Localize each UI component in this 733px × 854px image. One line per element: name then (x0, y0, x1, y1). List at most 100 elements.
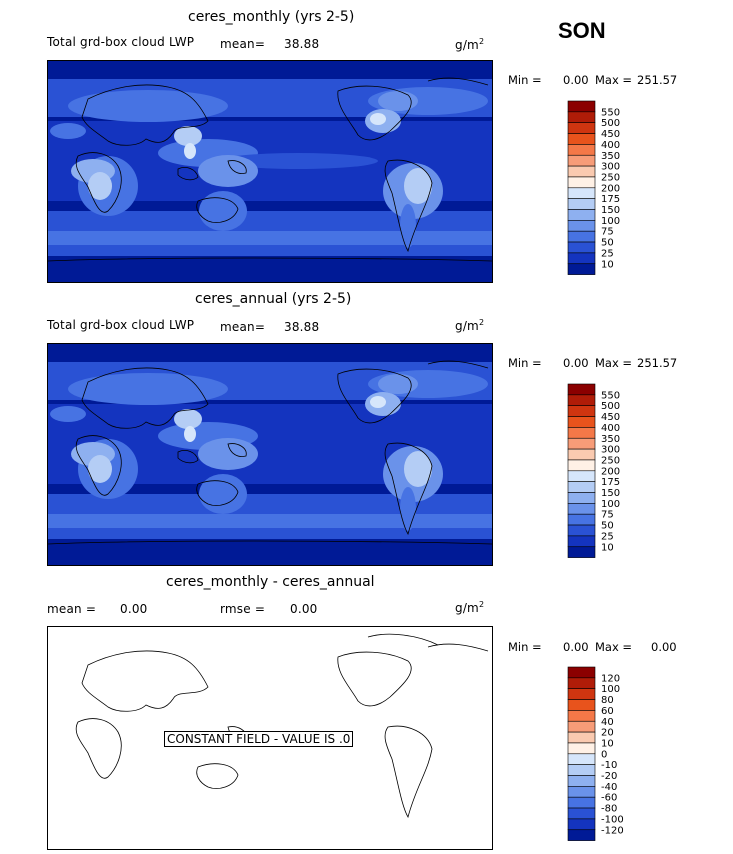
colorbar-swatch (567, 742, 596, 755)
panel-2-title: ceres_annual (yrs 2-5) (195, 291, 352, 307)
colorbar-swatch (567, 122, 596, 134)
colorbar-tick-label: 100 (601, 684, 620, 695)
colorbar-swatch (567, 796, 596, 809)
panel-2-units: g/m2 (455, 318, 485, 333)
panel-1-colorbar: 550 500 450 400 350 300 250 200 175 150 100 75 50 25 1… (567, 100, 638, 277)
colorbar-tick-label: -10 (601, 760, 617, 771)
colorbar-tick-label: 300 (601, 162, 620, 173)
colorbar-tick-label: 250 (601, 172, 620, 183)
colorbar-swatch (567, 699, 596, 711)
colorbar-swatch (567, 448, 596, 461)
panel-1-coastlines (48, 77, 492, 262)
panel-2-colorbar-svg: 5505004504003503002502001751501007550251… (567, 383, 620, 558)
colorbar-swatch (567, 383, 596, 396)
panel-1-map-svg (48, 61, 492, 282)
colorbar-tick-label: 350 (601, 434, 620, 445)
colorbar-tick-label: 50 (601, 521, 614, 532)
panel-1-map (47, 60, 493, 283)
panel-3-rmse-value: 0.00 (290, 602, 318, 616)
colorbar-tick-label: 60 (601, 706, 614, 717)
colorbar-tick-label: 75 (601, 510, 614, 521)
colorbar-tick-label: 500 (601, 401, 620, 412)
colorbar-tick-label: 10 (601, 542, 614, 553)
panel-1-mean-value: 38.88 (284, 37, 320, 51)
panel-2-min-value: 0.00 (563, 356, 589, 370)
colorbar-swatch (567, 220, 596, 232)
colorbar-swatch (567, 786, 596, 798)
colorbar-tick-label: 40 (601, 717, 614, 728)
colorbar-tick-label: 120 (601, 673, 620, 684)
colorbar-swatch (567, 492, 596, 504)
colorbar-tick-label: -60 (601, 793, 617, 804)
colorbar-tick-label: 175 (601, 194, 620, 205)
colorbar-tick-label: 25 (601, 531, 614, 542)
colorbar-swatch (567, 133, 596, 145)
colorbar-swatch (567, 165, 596, 178)
colorbar-swatch (567, 416, 596, 428)
panel-3-title: ceres_monthly - ceres_annual (166, 574, 375, 590)
colorbar-swatch (567, 829, 596, 841)
panel-2-variable-label: Total grd-box cloud LWP (47, 318, 195, 332)
colorbar-swatch (567, 230, 596, 243)
colorbar-swatch (567, 753, 596, 765)
colorbar-tick-label: 550 (601, 107, 620, 118)
colorbar-swatch (567, 481, 596, 493)
colorbar-tick-label: 100 (601, 216, 620, 227)
colorbar-swatch (567, 209, 596, 221)
colorbar-swatch (567, 720, 596, 733)
panel-2-max-value: 251.57 (637, 356, 678, 370)
colorbar-swatch (567, 459, 596, 472)
colorbar-tick-label: 25 (601, 248, 614, 259)
colorbar-swatch (567, 437, 596, 450)
colorbar-tick-label: 250 (601, 455, 620, 466)
colorbar-tick-label: -120 (601, 825, 624, 836)
colorbar-tick-label: 75 (601, 227, 614, 238)
colorbar-tick-label: 500 (601, 118, 620, 129)
colorbar-swatch (567, 252, 596, 265)
panel-2-colorbar: 550 500 450 400 350 300 250 200 175 150 100 75 50 25 1… (567, 383, 638, 560)
colorbar-swatch (567, 818, 596, 831)
colorbar-tick-label: 20 (601, 728, 614, 739)
colorbar-tick-label: 10 (601, 259, 614, 270)
colorbar-swatch (567, 187, 596, 199)
colorbar-tick-label: 200 (601, 466, 620, 477)
colorbar-swatch (567, 198, 596, 210)
panel-1-variable-label: Total grd-box cloud LWP (47, 35, 195, 49)
panel-3-units: g/m2 (455, 600, 485, 615)
colorbar-tick-label: 400 (601, 140, 620, 151)
colorbar-tick-label: 200 (601, 183, 620, 194)
colorbar-tick-label: 0 (601, 749, 607, 760)
colorbar-tick-label: 350 (601, 151, 620, 162)
panel-3-max-label: Max = (595, 640, 633, 654)
colorbar-tick-label: -20 (601, 771, 617, 782)
colorbar-swatch (567, 144, 596, 156)
season-label: SON (558, 18, 606, 43)
panel-1-mean-label: mean= (220, 37, 266, 51)
colorbar-swatch (567, 154, 596, 167)
colorbar-swatch (567, 688, 596, 700)
colorbar-swatch (567, 394, 596, 407)
colorbar-tick-label: 300 (601, 445, 620, 456)
panel-1-min-label: Min = (508, 73, 542, 87)
colorbar-swatch (567, 764, 596, 776)
colorbar-tick-label: 10 (601, 738, 614, 749)
panel-3-coastlines (75, 633, 489, 819)
constant-field-annotation: CONSTANT FIELD - VALUE IS .0 (164, 731, 354, 747)
colorbar-swatch (567, 100, 596, 113)
panel-3-colorbar: 120 100 80 60 40 20 10 0 -10 -20 -40 -60 -80 -100 -120 (567, 666, 638, 843)
colorbar-swatch (567, 427, 596, 439)
colorbar-swatch (567, 111, 596, 124)
panel-3-mean-label: mean = (47, 602, 97, 616)
colorbar-swatch (567, 524, 596, 537)
colorbar-tick-label: 150 (601, 205, 620, 216)
panel-2-mean-label: mean= (220, 320, 266, 334)
colorbar-swatch (567, 470, 596, 482)
panel-1-max-label: Max = (595, 73, 633, 87)
colorbar-tick-label: -40 (601, 782, 617, 793)
panel-3-min-label: Min = (508, 640, 542, 654)
panel-1-title: ceres_monthly (yrs 2-5) (188, 9, 355, 25)
panel-3-max-value: 0.00 (651, 640, 677, 654)
panel-2-map-svg (48, 344, 492, 565)
panel-3-map: CONSTANT FIELD - VALUE IS .0 (47, 626, 493, 850)
